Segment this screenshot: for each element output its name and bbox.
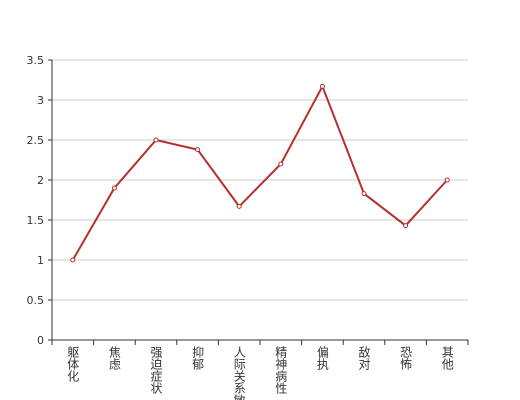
x-tick-label: 焦虑 <box>107 346 121 370</box>
point <box>361 191 367 197</box>
point <box>111 185 117 191</box>
x-tick-label: 精神病性 <box>274 346 288 395</box>
y-tick-label: 3 <box>37 94 44 107</box>
point <box>236 203 242 209</box>
y-tick-label: 2 <box>37 174 44 187</box>
point <box>278 161 284 167</box>
x-tick-label: 偏执 <box>315 345 329 371</box>
x-tick-label: 人际关系敏感 <box>232 346 246 400</box>
x-tick-label: 其他 <box>440 346 454 370</box>
point <box>403 223 409 229</box>
y-tick-label: 0.5 <box>27 294 45 307</box>
point <box>153 137 159 143</box>
x-tick-label: 强迫症状 <box>149 346 163 394</box>
y-tick-label: 2.5 <box>27 134 45 147</box>
x-tick-label: 躯体化 <box>66 345 80 383</box>
point <box>319 83 325 89</box>
y-tick-label: 3.5 <box>27 54 45 67</box>
line <box>71 84 448 261</box>
point <box>195 147 201 153</box>
y-tick-label: 0 <box>37 334 44 347</box>
x-tick-label: 敌对 <box>357 345 371 370</box>
y-tick-label: 1.5 <box>27 214 45 227</box>
point <box>444 177 450 183</box>
x-tick-label: 抑郁 <box>191 345 205 371</box>
point <box>70 257 76 263</box>
x-tick-label: 恐怖 <box>399 346 413 370</box>
y-tick-label: 1 <box>37 254 44 267</box>
